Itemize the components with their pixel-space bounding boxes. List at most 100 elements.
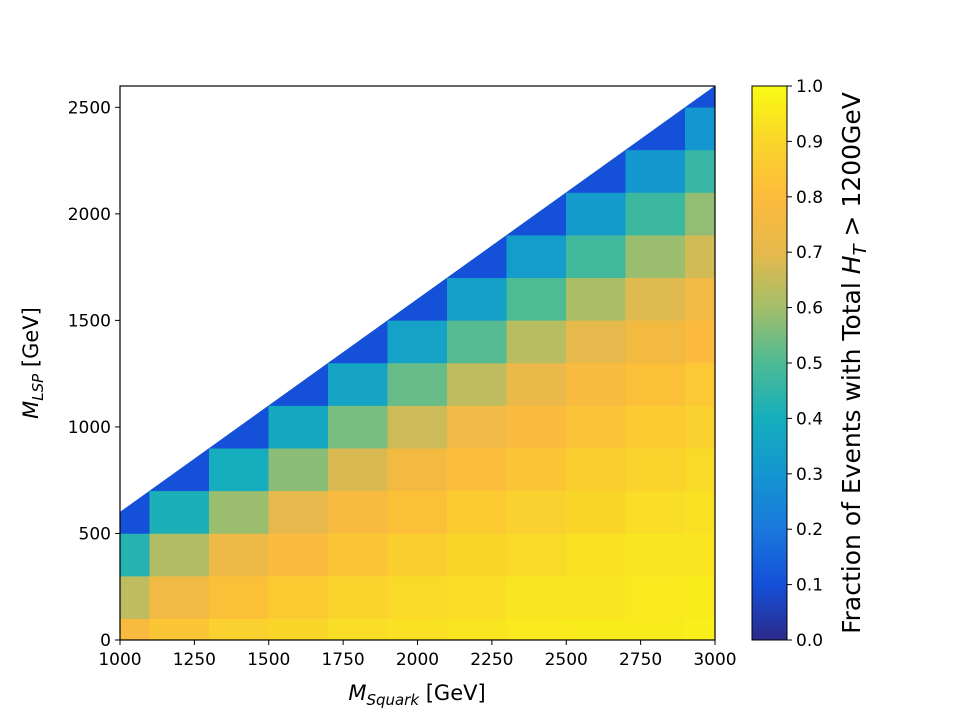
colorbar-label-text: Fraction of Events with Total bbox=[837, 274, 866, 634]
colorbar-tick-label: 0.7 bbox=[796, 243, 823, 263]
heatmap-cell bbox=[506, 277, 567, 321]
heatmap-cell bbox=[625, 575, 686, 619]
x-tick-label: 2500 bbox=[545, 650, 588, 670]
heatmap-cell bbox=[268, 405, 329, 449]
heatmap-cell bbox=[149, 490, 210, 534]
colorbar-label: Fraction of Events with Total HT > 1200G… bbox=[837, 92, 871, 634]
heatmap-cell bbox=[685, 490, 715, 534]
heatmap-cell bbox=[566, 533, 626, 577]
heatmap-cell bbox=[328, 575, 388, 619]
heatmap-cell bbox=[506, 362, 567, 406]
heatmap-cell bbox=[624, 106, 686, 151]
heatmap-cell bbox=[268, 533, 329, 577]
heatmap-cell bbox=[447, 575, 507, 619]
heatmap-cell bbox=[685, 362, 715, 406]
heatmap-cell bbox=[566, 405, 626, 449]
heatmap-cell bbox=[625, 362, 686, 406]
heatmap-cell bbox=[268, 447, 329, 492]
heatmap-cell bbox=[505, 192, 567, 236]
y-tick-label: 2500 bbox=[68, 98, 111, 118]
heatmap-cell bbox=[120, 618, 150, 640]
heatmap-cell bbox=[685, 234, 715, 279]
heatmap-cell bbox=[625, 320, 686, 364]
x-tick-label: 1000 bbox=[98, 650, 141, 670]
heatmap-cell bbox=[625, 234, 686, 279]
heatmap-cell bbox=[328, 490, 388, 534]
colorbar-tick-label: 1.0 bbox=[796, 77, 823, 97]
colorbar-tick-label: 0.1 bbox=[796, 576, 823, 596]
colorbar-label-symbol: H bbox=[837, 255, 866, 274]
heatmap-cell bbox=[685, 149, 715, 193]
x-tick-label: 1750 bbox=[321, 650, 364, 670]
heatmap-cell bbox=[387, 320, 448, 364]
y-label-subscript: LSP bbox=[29, 373, 47, 401]
heatmap-cell bbox=[685, 107, 715, 151]
heatmap-cell bbox=[149, 533, 210, 577]
x-label-symbol: M bbox=[348, 681, 366, 705]
heatmap-cell bbox=[268, 575, 329, 619]
heatmap bbox=[120, 86, 715, 640]
colorbar bbox=[751, 85, 788, 641]
heatmap-cell bbox=[566, 362, 626, 406]
axes: 1000 1250 1500 1750 2000 2250 2500 2750 3000 0 500… bbox=[68, 85, 737, 670]
heatmap-cell bbox=[149, 575, 210, 619]
heatmap-cell bbox=[447, 447, 507, 492]
heatmap-cell bbox=[625, 490, 686, 534]
heatmap-cell bbox=[209, 447, 269, 492]
heatmap-cell bbox=[625, 149, 686, 193]
heatmap-cell bbox=[566, 575, 626, 619]
heatmap-cell bbox=[328, 362, 388, 406]
y-tick-label: 1500 bbox=[68, 311, 111, 331]
colorbar-label-subscript: T bbox=[850, 242, 871, 255]
heatmap-cell bbox=[685, 405, 715, 449]
heatmap-cell bbox=[328, 447, 388, 492]
x-axis-label: MSquark [GeV] bbox=[348, 681, 485, 709]
heatmap-cell bbox=[566, 192, 626, 236]
heatmap-cell bbox=[685, 533, 715, 577]
heatmap-cell bbox=[506, 490, 567, 534]
heatmap-cell bbox=[685, 277, 715, 321]
x-tick-label: 3000 bbox=[693, 650, 736, 670]
heatmap-cell bbox=[447, 362, 507, 406]
y-label-symbol: M bbox=[19, 401, 43, 419]
heatmap-cell bbox=[685, 320, 715, 364]
colorbar-tick-label: 0.4 bbox=[796, 409, 823, 429]
heatmap-cell bbox=[685, 575, 715, 619]
heatmap-cell bbox=[327, 319, 388, 364]
colorbar-tick-label: 0.0 bbox=[796, 631, 823, 651]
heatmap-cell bbox=[506, 575, 567, 619]
heatmap-cell bbox=[387, 362, 448, 406]
colorbar-tick-label: 0.2 bbox=[796, 520, 823, 540]
x-tick-label: 2250 bbox=[470, 650, 513, 670]
x-label-unit: [GeV] bbox=[419, 681, 486, 705]
heatmap-cell bbox=[387, 533, 448, 577]
heatmap-cell bbox=[565, 149, 626, 193]
heatmap-cell bbox=[625, 447, 686, 492]
colorbar-tick-label: 0.8 bbox=[796, 188, 823, 208]
heatmap-cell bbox=[387, 447, 448, 492]
heatmap-cell bbox=[506, 320, 567, 364]
heatmap-cell bbox=[447, 490, 507, 534]
heatmap-cell bbox=[625, 533, 686, 577]
y-tick-label: 2000 bbox=[68, 205, 111, 225]
heatmap-cell bbox=[268, 490, 329, 534]
heatmap-cell bbox=[566, 447, 626, 492]
colorbar-tick-label: 0.5 bbox=[796, 354, 823, 374]
heatmap-cell bbox=[566, 490, 626, 534]
x-tick-label: 2750 bbox=[619, 650, 662, 670]
heatmap-cell bbox=[447, 405, 507, 449]
heatmap-cell bbox=[209, 490, 269, 534]
heatmap-cell bbox=[685, 192, 715, 236]
heatmap-cell bbox=[506, 447, 567, 492]
y-tick-label: 1000 bbox=[68, 418, 111, 438]
heatmap-cell bbox=[506, 533, 567, 577]
x-tick-label: 1250 bbox=[173, 650, 216, 670]
heatmap-cell bbox=[209, 575, 269, 619]
heatmap-cell bbox=[566, 234, 626, 279]
heatmap-cell bbox=[148, 447, 210, 492]
heatmap-cell bbox=[386, 277, 448, 321]
heatmap-cell bbox=[446, 234, 507, 279]
heatmap-cell bbox=[387, 405, 448, 449]
heatmap-cell bbox=[328, 405, 388, 449]
